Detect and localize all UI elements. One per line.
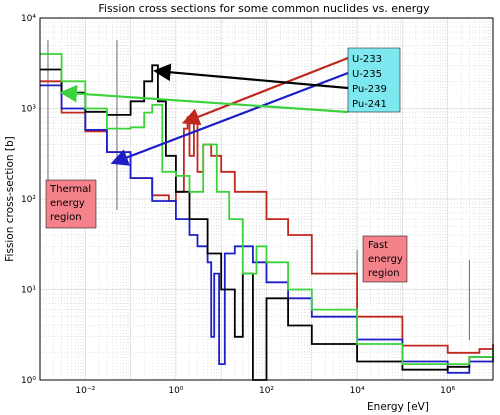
plot-frame <box>39 17 494 381</box>
arrow-u-233 <box>181 56 349 126</box>
series-layer <box>40 53 494 381</box>
x-tick-label: 10⁶ <box>440 386 455 396</box>
annotation-markers <box>47 40 470 340</box>
thermal-line-1: Thermal <box>49 184 91 195</box>
x-tick-label: 10⁻² <box>75 386 95 396</box>
legend-pu241: Pu-241 <box>352 99 387 110</box>
arrow-u-235 <box>110 71 349 166</box>
legend-u235: U-235 <box>352 69 382 80</box>
x-axis-title: Energy [eV] <box>367 401 429 413</box>
legend-box <box>347 47 401 113</box>
arrow-pu-241 <box>59 84 349 114</box>
fast-region-label: Fast energy region <box>362 235 408 283</box>
fast-line-1: Fast <box>368 240 388 251</box>
y-tick-label: 10¹ <box>21 286 36 296</box>
series-line-pu-239 <box>40 64 494 381</box>
legend-u233: U-233 <box>352 54 382 65</box>
y-tick-label: 10⁴ <box>21 14 36 24</box>
thermal-line-2: energy <box>50 198 85 209</box>
y-tick-label: 10³ <box>21 105 36 115</box>
legend-arrows <box>59 56 349 166</box>
fast-line-2: energy <box>368 254 403 265</box>
y-tick-label: 10⁰ <box>21 376 36 386</box>
x-tick-labels: 10⁻² 10⁰ 10² 10⁴ 10⁶ <box>75 386 455 396</box>
arrow-pu-239 <box>153 63 349 90</box>
thermal-line-3: region <box>50 212 82 223</box>
x-tick-label: 10² <box>259 386 274 396</box>
series-line-pu-241 <box>40 53 494 365</box>
y-axis-title: Fission cross-section [b] <box>4 136 16 262</box>
x-tick-label: 10⁴ <box>350 386 365 396</box>
y-tick-labels: 10⁰ 10¹ 10² 10³ 10⁴ <box>21 14 36 386</box>
chart-title: Fission cross sections for some common n… <box>98 2 430 15</box>
series-line-u-235 <box>40 84 494 374</box>
x-tick-label: 10⁰ <box>168 386 183 396</box>
y-tick-label: 10² <box>21 195 36 205</box>
thermal-region-label: Thermal energy region <box>45 179 97 229</box>
legend: U-233 U-235 Pu-239 Pu-241 <box>347 47 401 113</box>
legend-pu239: Pu-239 <box>352 84 387 95</box>
fast-line-3: region <box>368 268 400 279</box>
